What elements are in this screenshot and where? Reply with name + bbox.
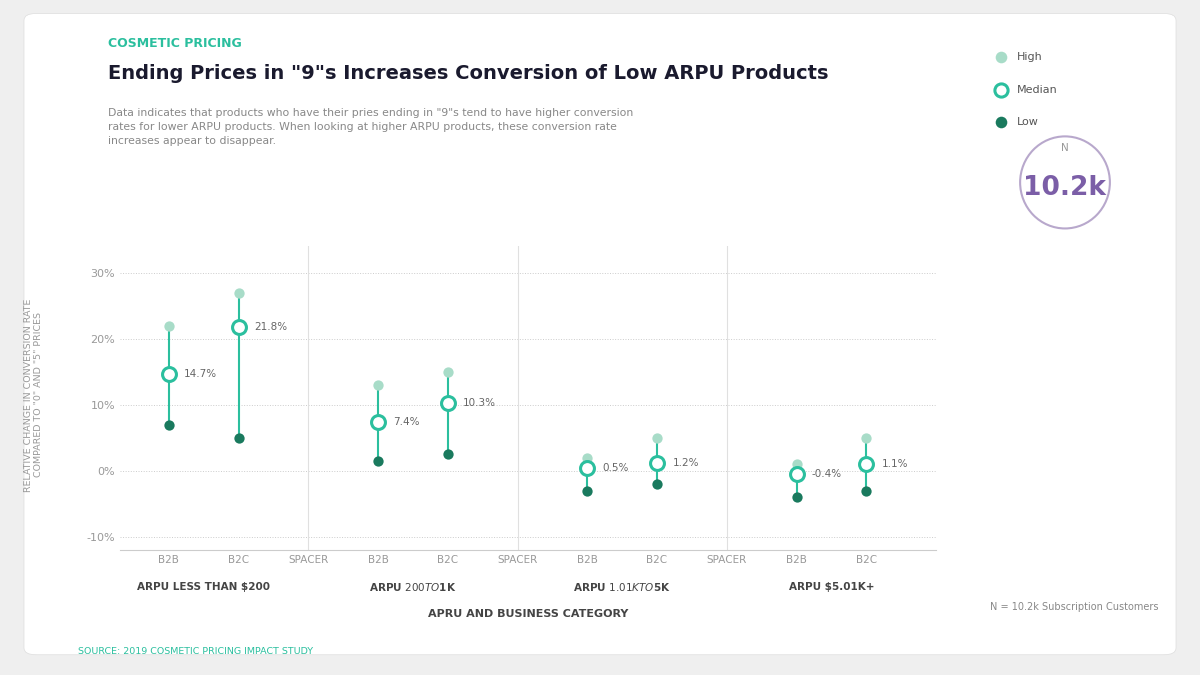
Point bbox=[577, 462, 596, 473]
Point bbox=[438, 449, 457, 460]
Point bbox=[438, 367, 457, 377]
Text: N = 10.2k Subscription Customers: N = 10.2k Subscription Customers bbox=[990, 603, 1158, 612]
Text: COSMETIC PRICING: COSMETIC PRICING bbox=[108, 37, 241, 50]
Text: ARPU $5.01K+: ARPU $5.01K+ bbox=[788, 583, 874, 592]
Point bbox=[648, 433, 667, 443]
Text: ARPU LESS THAN $200: ARPU LESS THAN $200 bbox=[137, 583, 270, 592]
Text: 10.2k: 10.2k bbox=[1024, 175, 1106, 200]
Text: SOURCE: 2019 COSMETIC PRICING IMPACT STUDY: SOURCE: 2019 COSMETIC PRICING IMPACT STU… bbox=[78, 647, 313, 656]
Point bbox=[648, 479, 667, 489]
Text: ARPU $200 TO $1K: ARPU $200 TO $1K bbox=[370, 581, 457, 593]
Point bbox=[160, 320, 179, 331]
Point bbox=[787, 459, 806, 470]
Text: 10.3%: 10.3% bbox=[463, 398, 496, 408]
Text: 1.2%: 1.2% bbox=[672, 458, 698, 468]
Point bbox=[229, 433, 248, 443]
Point bbox=[648, 458, 667, 468]
Point bbox=[787, 492, 806, 503]
Point bbox=[160, 369, 179, 379]
Text: N: N bbox=[1061, 143, 1069, 153]
Text: ARPU $1.01K TO $5K: ARPU $1.01K TO $5K bbox=[574, 581, 671, 593]
Text: High: High bbox=[1016, 53, 1042, 62]
Point bbox=[991, 84, 1010, 95]
Text: -0.4%: -0.4% bbox=[812, 468, 842, 479]
Point bbox=[857, 433, 876, 443]
Text: Low: Low bbox=[1016, 117, 1038, 127]
Point bbox=[229, 287, 248, 298]
Point bbox=[577, 452, 596, 463]
Point bbox=[160, 419, 179, 430]
Text: Data indicates that products who have their pries ending in "9"s tend to have hi: Data indicates that products who have th… bbox=[108, 108, 634, 146]
Point bbox=[368, 456, 388, 466]
Point bbox=[991, 117, 1010, 128]
Point bbox=[368, 416, 388, 427]
Text: RELATIVE CHANGE IN CONVERSION RATE
COMPARED TO "0" AND "5" PRICES: RELATIVE CHANGE IN CONVERSION RATE COMPA… bbox=[24, 298, 43, 491]
Text: Ending Prices in "9"s Increases Conversion of Low ARPU Products: Ending Prices in "9"s Increases Conversi… bbox=[108, 64, 828, 83]
Point bbox=[229, 321, 248, 332]
Point bbox=[857, 458, 876, 469]
Point bbox=[857, 485, 876, 496]
Text: 7.4%: 7.4% bbox=[394, 417, 420, 427]
Text: 21.8%: 21.8% bbox=[254, 322, 287, 332]
Point bbox=[577, 485, 596, 496]
Text: 14.7%: 14.7% bbox=[184, 369, 217, 379]
Text: 1.1%: 1.1% bbox=[882, 458, 908, 468]
Point bbox=[368, 379, 388, 390]
Point bbox=[787, 468, 806, 479]
Point bbox=[991, 52, 1010, 63]
Text: 0.5%: 0.5% bbox=[602, 462, 629, 472]
Text: Median: Median bbox=[1016, 85, 1057, 94]
Point bbox=[438, 398, 457, 408]
Text: APRU AND BUSINESS CATEGORY: APRU AND BUSINESS CATEGORY bbox=[428, 610, 628, 619]
